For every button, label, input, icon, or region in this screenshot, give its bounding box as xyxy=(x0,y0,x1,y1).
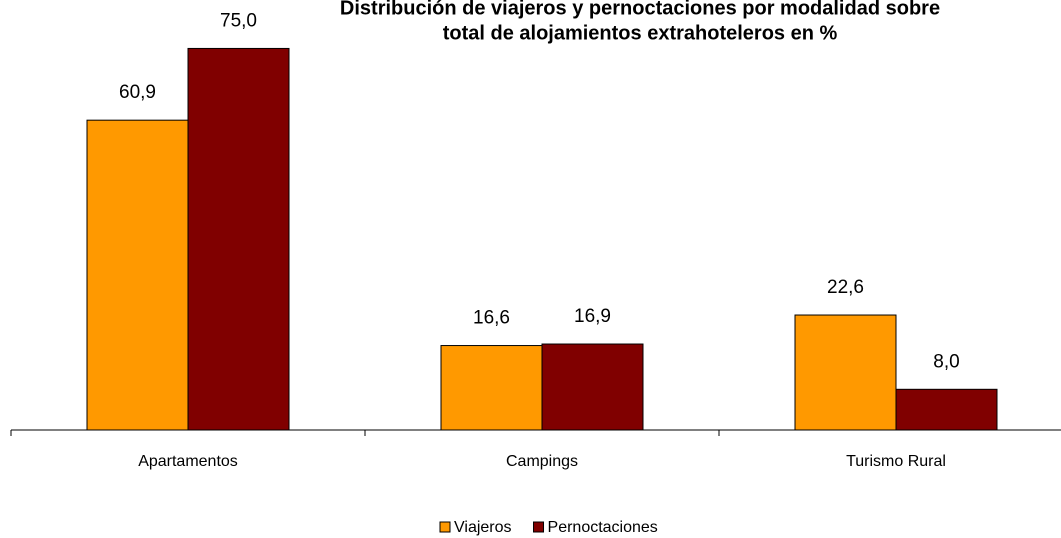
value-label: 16,9 xyxy=(574,306,611,327)
legend-swatch xyxy=(439,521,451,533)
bar xyxy=(86,119,189,431)
x-tick-label: Campings xyxy=(506,453,578,470)
legend-label: Viajeros xyxy=(454,519,512,536)
bar xyxy=(187,47,290,431)
legend-swatch xyxy=(533,521,545,533)
chart-title: total de alojamientos extrahoteleros en … xyxy=(443,22,838,44)
chart-title: Distribución de viajeros y pernoctacione… xyxy=(340,0,940,19)
legend-label: Pernoctaciones xyxy=(548,519,658,536)
bar xyxy=(440,345,543,431)
bar xyxy=(794,314,897,431)
value-label: 22,6 xyxy=(827,277,864,298)
value-label: 8,0 xyxy=(933,351,959,372)
value-label: 60,9 xyxy=(119,82,156,103)
bar xyxy=(541,343,644,431)
value-label: 75,0 xyxy=(220,10,257,31)
x-tick-label: Apartamentos xyxy=(138,453,238,470)
value-label: 16,6 xyxy=(473,308,510,329)
bar xyxy=(895,388,998,431)
x-tick-label: Turismo Rural xyxy=(846,453,946,470)
